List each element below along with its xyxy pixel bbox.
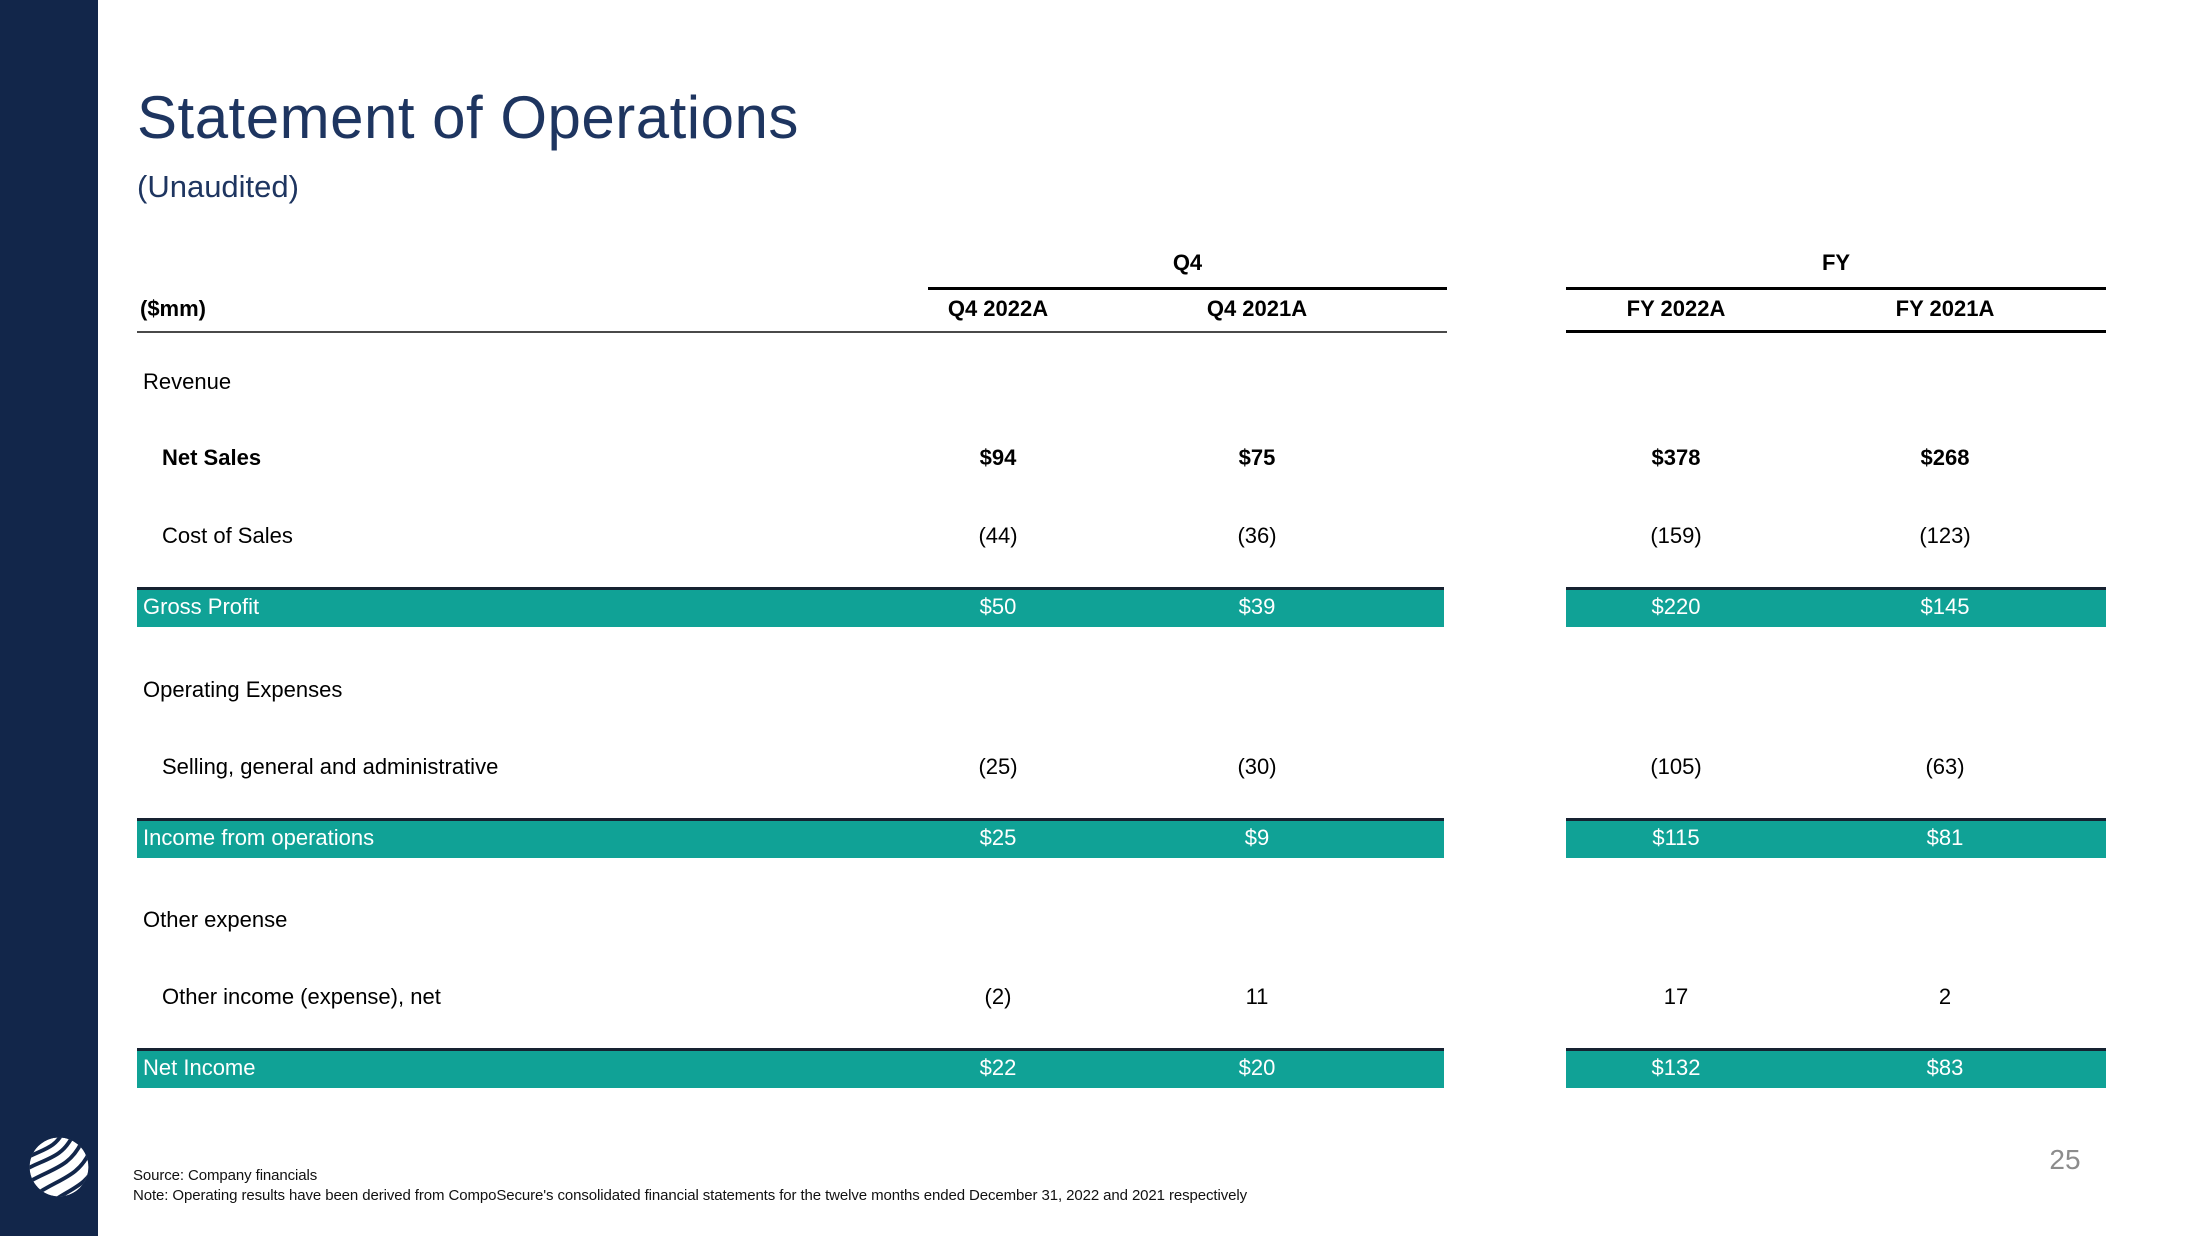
- page-number: 25: [2049, 1144, 2081, 1175]
- value-fy-2021a: $268: [1920, 445, 1970, 470]
- row-label: Net Income: [143, 1055, 256, 1080]
- q4-group-underline: [928, 287, 1447, 290]
- row-label: Other income (expense), net: [162, 984, 441, 1009]
- value-q4-2022a: $50: [979, 594, 1017, 619]
- table-row-other-income-net: Other income (expense), net (2) 11 17 2: [137, 977, 2107, 1017]
- value-fy-2022a: 17: [1663, 984, 1689, 1009]
- source-note: Source: Company financials: [133, 1167, 318, 1184]
- unit-label: ($mm): [140, 296, 207, 321]
- value-q4-2022a: $25: [979, 825, 1017, 850]
- table-row-net-income: Net Income $22 $20 $132 $83: [137, 1048, 2107, 1088]
- value-q4-2022a: (2): [984, 984, 1012, 1009]
- value-q4-2022a: $22: [979, 1055, 1017, 1080]
- row-label: Selling, general and administrative: [162, 754, 499, 779]
- row-label: Operating Expenses: [143, 677, 343, 702]
- footnote: Note: Operating results have been derive…: [133, 1187, 1247, 1204]
- highlight-band-right: [1566, 818, 2106, 858]
- highlight-band-right: [1566, 1048, 2106, 1088]
- value-fy-2021a: $83: [1926, 1055, 1964, 1080]
- column-group-q4: Q4: [1172, 250, 1203, 275]
- column-header-q4-2021a: Q4 2021A: [1206, 296, 1308, 321]
- table-row-net-sales: Net Sales $94 $75 $378 $268: [137, 438, 2107, 478]
- value-q4-2021a: $75: [1238, 445, 1276, 470]
- row-label: Revenue: [143, 369, 232, 394]
- value-q4-2021a: (36): [1237, 523, 1277, 548]
- table-row-cost-of-sales: Cost of Sales (44) (36) (159) (123): [137, 516, 2107, 556]
- value-fy-2022a: (159): [1650, 523, 1702, 548]
- table-row-gross-profit: Gross Profit $50 $39 $220 $145: [137, 587, 2107, 627]
- value-fy-2022a: (105): [1650, 754, 1702, 779]
- table-row-other-expense: Other expense: [137, 900, 2107, 940]
- value-fy-2022a: $115: [1652, 825, 1700, 850]
- value-q4-2021a: 11: [1245, 984, 1269, 1009]
- row-label: Other expense: [143, 907, 288, 932]
- table-row-operating-expenses: Operating Expenses: [137, 670, 2107, 710]
- fy-group-underline: [1566, 287, 2106, 290]
- column-header-q4-2022a: Q4 2022A: [947, 296, 1049, 321]
- value-q4-2022a: (44): [978, 523, 1018, 548]
- row-label: Income from operations: [143, 825, 375, 850]
- value-fy-2021a: 2: [1938, 984, 1952, 1009]
- value-q4-2021a: $9: [1244, 825, 1270, 850]
- column-header-fy-2021a: FY 2021A: [1895, 296, 1995, 321]
- row-label: Gross Profit: [143, 594, 260, 619]
- table-row-sga: Selling, general and administrative (25)…: [137, 747, 2107, 787]
- value-fy-2021a: $81: [1926, 825, 1964, 850]
- highlight-band-left: [137, 587, 1444, 627]
- page-subtitle: (Unaudited): [137, 169, 299, 204]
- highlight-band-right: [1566, 587, 2106, 627]
- row-label: Net Sales: [162, 445, 262, 470]
- value-fy-2021a: (123): [1919, 523, 1971, 548]
- value-q4-2021a: $20: [1238, 1055, 1276, 1080]
- value-fy-2021a: $145: [1920, 594, 1970, 619]
- column-header-fy-2022a: FY 2022A: [1626, 296, 1726, 321]
- value-q4-2022a: (25): [978, 754, 1018, 779]
- value-fy-2022a: $220: [1651, 594, 1701, 619]
- value-fy-2022a: $132: [1651, 1055, 1701, 1080]
- value-q4-2022a: $94: [979, 445, 1017, 470]
- table-row-revenue: Revenue: [137, 362, 2107, 402]
- composecure-logo-icon: [29, 1137, 89, 1197]
- row-label: Cost of Sales: [162, 523, 293, 548]
- value-fy-2022a: $378: [1651, 445, 1701, 470]
- highlight-band-left: [137, 818, 1444, 858]
- header-underline-left: [137, 331, 1447, 333]
- header-underline-right: [1566, 330, 2106, 333]
- table-row-income-from-operations: Income from operations $25 $9 $115 $81: [137, 818, 2107, 858]
- value-q4-2021a: $39: [1238, 594, 1276, 619]
- value-q4-2021a: (30): [1237, 754, 1277, 779]
- value-fy-2021a: (63): [1925, 754, 1965, 779]
- page-title: Statement of Operations: [137, 84, 799, 151]
- column-group-fy: FY: [1821, 250, 1851, 275]
- left-navy-sidebar: [0, 0, 98, 1236]
- highlight-band-left: [137, 1048, 1444, 1088]
